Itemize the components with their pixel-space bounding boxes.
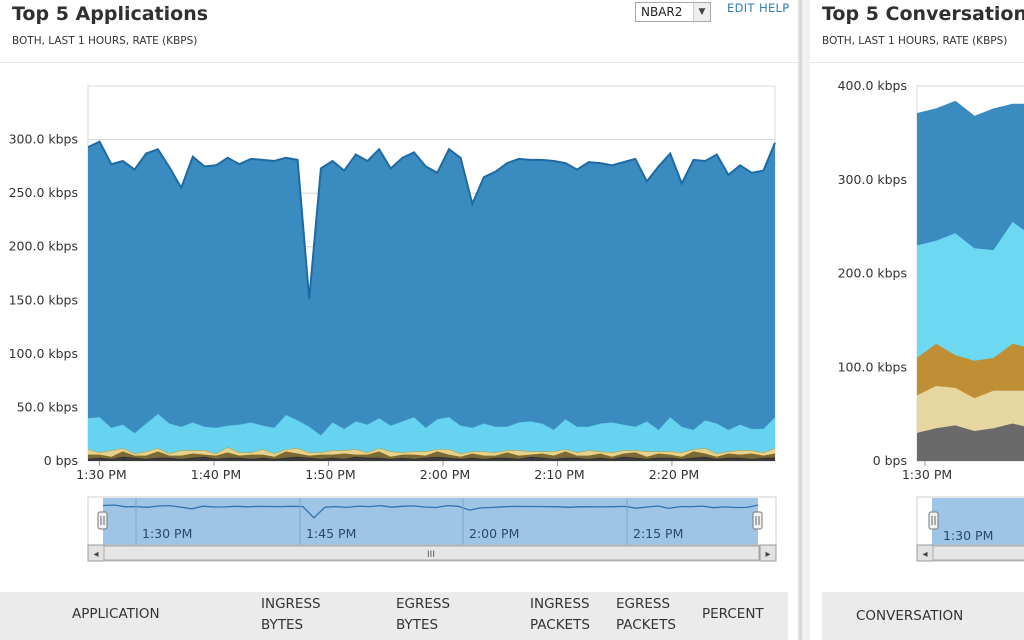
y-tick-label: 400.0 kbps — [838, 80, 907, 93]
x-axis-ticks: 1:30 PM 1:40 PM 1:50 PM 2:00 PM 2:10 PM 2:20 … — [76, 461, 699, 482]
column-header-label: BYTES — [396, 617, 439, 633]
column-header-percent[interactable]: PERCENT — [702, 604, 764, 625]
navigator-handle-right[interactable] — [752, 511, 763, 530]
y-tick-label: 150.0 kbps — [9, 292, 78, 307]
scrollbar-thumb[interactable] — [103, 545, 760, 561]
area-series-1[interactable] — [917, 386, 1024, 433]
arrow-right-icon: ▸ — [765, 549, 770, 560]
column-header-egress-packets[interactable]: EGRESS PACKETS — [616, 594, 676, 636]
y-tick-label: 100.0 kbps — [9, 346, 78, 361]
area-series-4[interactable] — [88, 141, 775, 436]
column-header-label: BYTES — [261, 617, 304, 633]
area-series-0[interactable] — [88, 456, 775, 461]
column-header-ingress-bytes[interactable]: INGRESS BYTES — [261, 594, 321, 636]
title-divider — [810, 62, 1024, 63]
scrollbar-grip-icon: III — [427, 550, 435, 560]
area-series-4[interactable] — [917, 97, 1024, 251]
area-series-3[interactable] — [917, 221, 1024, 366]
column-header-application[interactable]: APPLICATION — [72, 604, 160, 625]
help-link[interactable]: HELP — [759, 1, 790, 15]
column-header-label: PERCENT — [702, 606, 764, 622]
navigator-selection[interactable] — [932, 498, 1024, 545]
y-tick-label: 50.0 kbps — [17, 399, 78, 414]
arrow-left-icon: ◂ — [93, 549, 98, 560]
x-tick-label: 2:20 PM — [649, 467, 699, 482]
chevron-down-icon[interactable]: ▼ — [693, 3, 710, 21]
chart-series — [87, 140, 776, 461]
column-header-label: INGRESS — [530, 596, 590, 612]
area-series-1[interactable] — [88, 451, 775, 459]
column-header-conversation[interactable]: CONVERSATION — [856, 606, 963, 627]
title-divider — [0, 62, 798, 63]
navigator-time-label: 1:45 PM — [306, 526, 356, 541]
column-header-label: PACKETS — [616, 617, 676, 633]
navigator-handle-left[interactable] — [97, 511, 108, 530]
x-tick-label: 1:30 PM — [902, 467, 952, 482]
navigator-series-line — [102, 504, 759, 519]
navigator-handle-left[interactable] — [928, 511, 939, 530]
y-tick-label: 300.0 kbps — [9, 132, 78, 147]
area-series-2[interactable] — [88, 447, 775, 457]
y-tick-label: 0 bps — [44, 453, 78, 468]
navigator-selection[interactable] — [103, 498, 758, 545]
navigator-labels: 1:30 PM 1:45 PM 2:00 PM 2:15 PM — [135, 498, 683, 545]
panel-divider — [798, 0, 810, 640]
top-conversations-panel: Top 5 Conversations BOTH, LAST 1 HOURS, … — [810, 0, 1024, 640]
range-navigator: 1:30 PM ◂ — [916, 496, 1024, 562]
panel-title: Top 5 Conversations — [822, 3, 1024, 25]
scroll-right-button[interactable] — [759, 544, 777, 562]
x-tick-label: 2:00 PM — [420, 467, 470, 482]
top-applications-panel: Top 5 Applications BOTH, LAST 1 HOURS, R… — [0, 0, 798, 640]
y-tick-label: 100.0 kbps — [838, 359, 907, 374]
x-tick-label: 2:10 PM — [534, 467, 584, 482]
y-tick-label: 200.0 kbps — [9, 239, 78, 254]
column-header-ingress-packets[interactable]: INGRESS PACKETS — [530, 594, 590, 636]
y-axis-ticks: 0 bps 100.0 kbps 200.0 kbps 300.0 kbps 400.0… — [838, 80, 907, 468]
x-tick-label: 1:30 PM — [76, 467, 126, 482]
applications-table-header: APPLICATION INGRESS BYTES EGRESS BYTES I… — [0, 592, 788, 640]
panel-title: Top 5 Applications — [12, 3, 209, 25]
column-header-label: INGRESS — [261, 596, 321, 612]
column-header-label: PACKETS — [530, 617, 590, 633]
navigator-time-label: 1:30 PM — [943, 528, 993, 543]
navigator-time-label: 2:00 PM — [469, 526, 519, 541]
column-header-label: CONVERSATION — [856, 608, 964, 624]
range-navigator: 1:30 PM 1:45 PM 2:00 PM 2:15 PM ◂ III ▸ — [87, 496, 777, 562]
x-tick-label: 1:40 PM — [191, 467, 241, 482]
navigator-time-label: 2:15 PM — [633, 526, 683, 541]
arrow-left-icon: ◂ — [922, 549, 927, 560]
y-tick-label: 300.0 kbps — [838, 172, 907, 187]
y-tick-label: 0 bps — [873, 453, 907, 468]
classification-select-value: NBAR2 — [641, 5, 683, 19]
edit-link[interactable]: EDIT — [727, 1, 755, 15]
applications-chart: 0 bps 50.0 kbps 100.0 kbps 150.0 kbps 200.0 … — [9, 85, 777, 562]
column-header-egress-bytes[interactable]: EGRESS BYTES — [396, 594, 450, 636]
navigator-time-label: 1:30 PM — [142, 526, 192, 541]
x-tick-label: 1:50 PM — [305, 467, 355, 482]
y-axis-ticks: 0 bps 50.0 kbps 100.0 kbps 150.0 kbps 200.0 … — [9, 132, 78, 468]
conversations-chart: 0 bps 100.0 kbps 200.0 kbps 300.0 kbps 400.0… — [838, 80, 1024, 562]
panel-subtitle: BOTH, LAST 1 HOURS, RATE (KBPS) — [822, 35, 1008, 47]
conversations-table-header: CONVERSATION — [822, 592, 1024, 640]
chart-series — [916, 97, 1024, 462]
x-axis-ticks: 1:30 PM — [902, 461, 952, 482]
classification-select[interactable]: NBAR2 ▼ — [635, 2, 711, 22]
y-tick-label: 200.0 kbps — [838, 266, 907, 281]
area-series-0[interactable] — [917, 423, 1024, 462]
panel-subtitle: BOTH, LAST 1 HOURS, RATE (KBPS) — [12, 35, 198, 47]
column-header-label: APPLICATION — [72, 606, 160, 622]
column-header-label: EGRESS — [616, 596, 671, 612]
y-tick-label: 250.0 kbps — [9, 185, 78, 200]
column-header-label: EGRESS — [396, 596, 451, 612]
series-line-4 — [87, 140, 776, 300]
scrollbar-thumb[interactable] — [932, 545, 1024, 561]
area-series-2[interactable] — [917, 343, 1024, 399]
series-line-4 — [916, 100, 1024, 119]
